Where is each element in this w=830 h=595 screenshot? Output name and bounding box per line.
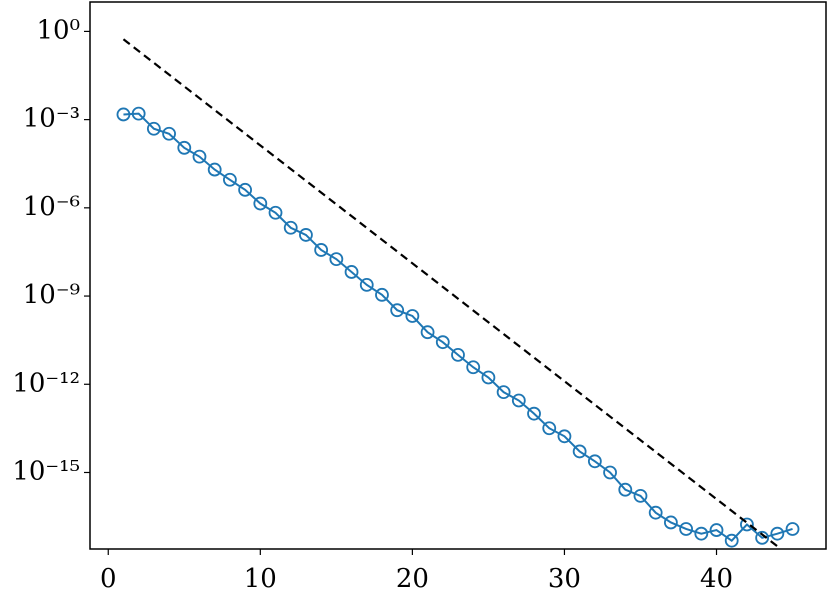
marker [131, 106, 146, 121]
x-tick-label: 20 [396, 564, 429, 594]
marker [435, 335, 450, 350]
series-line [122, 38, 779, 548]
y-tick-label: 10⁻⁹ [23, 280, 80, 310]
marker [314, 243, 329, 257]
marker [329, 252, 344, 267]
marker [633, 488, 648, 503]
marker [223, 172, 237, 187]
marker [420, 325, 435, 340]
x-tick-label: 10 [244, 564, 277, 594]
marker [451, 347, 465, 362]
marker [557, 429, 572, 444]
marker [694, 526, 709, 541]
marker [603, 465, 617, 480]
marker [511, 393, 526, 408]
marker [527, 406, 541, 421]
marker [466, 360, 481, 375]
marker [283, 220, 298, 235]
marker [740, 517, 754, 532]
marker [177, 140, 192, 155]
marker [116, 107, 131, 122]
marker [192, 149, 207, 164]
y-tick-label: 10⁻⁶ [23, 192, 80, 222]
x-tick-label: 30 [548, 564, 581, 594]
marker [587, 454, 602, 469]
marker [359, 277, 374, 292]
marker [390, 303, 405, 318]
y-tick-label: 10⁻¹² [12, 368, 80, 398]
marker [405, 309, 420, 323]
marker [542, 421, 557, 436]
marker [268, 205, 283, 220]
marker [648, 505, 663, 520]
marker [299, 228, 313, 242]
axes-frame [89, 1, 827, 550]
marker [618, 482, 633, 497]
marker [238, 182, 253, 197]
y-tick-label: 10⁻³ [23, 104, 80, 134]
x-tick-label: 0 [100, 564, 117, 594]
marker [572, 444, 587, 459]
marker [481, 370, 496, 385]
marker [663, 515, 678, 530]
marker [253, 196, 268, 211]
marker [207, 162, 222, 177]
marker [785, 522, 800, 536]
marker [724, 533, 739, 548]
marker [709, 523, 724, 537]
x-tick-label: 40 [700, 564, 733, 594]
marker [770, 526, 785, 541]
marker [375, 287, 389, 302]
y-tick-label: 10⁻¹⁵ [12, 456, 80, 486]
marker [755, 530, 770, 545]
plot-area [116, 38, 800, 548]
marker [146, 121, 161, 136]
y-tick-label: 10⁰ [36, 15, 80, 45]
marker [344, 265, 359, 279]
marker [679, 522, 693, 536]
marker [496, 385, 511, 400]
marker [162, 126, 176, 141]
